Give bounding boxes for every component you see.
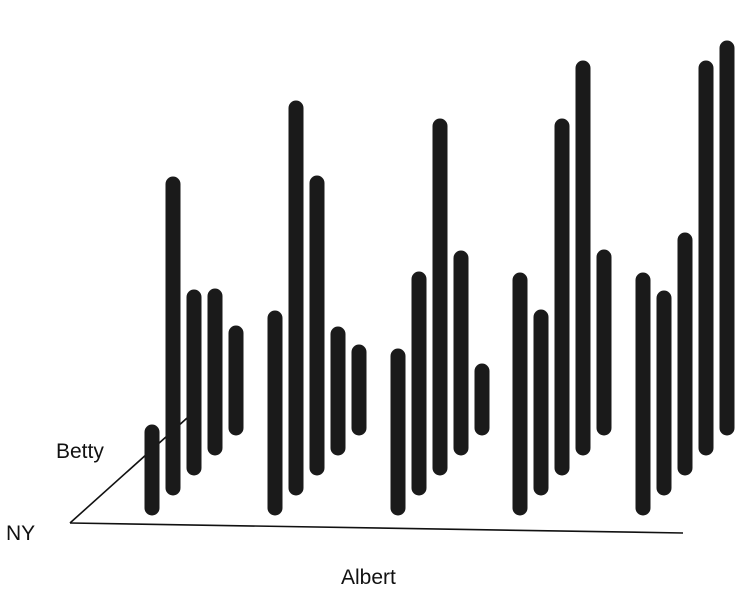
depth-axis-label: Betty	[56, 440, 104, 463]
chart-bars	[144, 40, 735, 516]
chart-axes	[69, 409, 684, 534]
x-axis-line	[69, 522, 684, 534]
x-axis-label: Albert	[341, 566, 396, 589]
origin-label: NY	[6, 522, 35, 545]
